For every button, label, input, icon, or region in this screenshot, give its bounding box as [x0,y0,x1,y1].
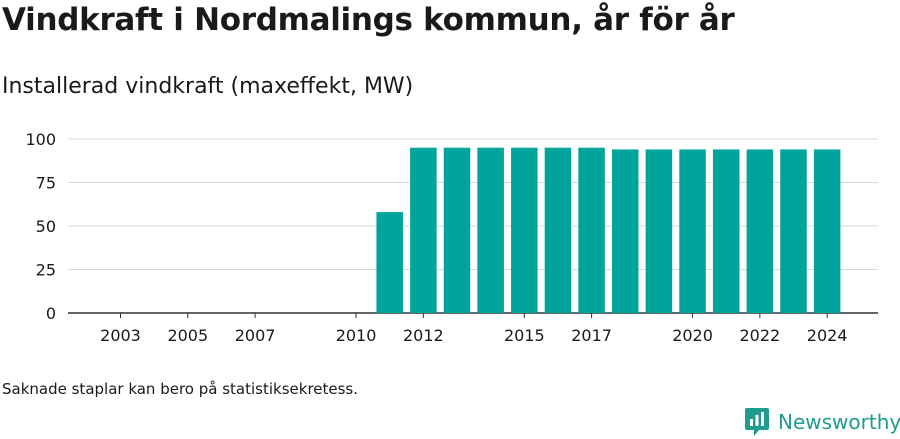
y-axis-ticks: 0 25 50 75 100 [25,130,56,323]
x-tick-label: 2017 [571,326,612,345]
bar-2018[interactable] [612,149,639,313]
bar-2022[interactable] [746,149,774,313]
x-tick-label: 2020 [672,326,713,345]
x-tick-label: 2015 [504,326,545,345]
x-tick-label: 2007 [235,326,276,345]
bar-2023[interactable] [780,149,807,313]
newsworthy-chart-bubble-icon [745,408,769,436]
x-tick-label: 2022 [739,326,780,345]
brand-name: Newsworthy [778,410,900,434]
x-tick-label: 2005 [167,326,208,345]
bar-2016[interactable] [544,147,572,313]
y-tick-label: 75 [36,174,56,193]
y-tick-label: 0 [46,304,56,323]
bar-2024[interactable] [813,149,841,313]
bar-2011[interactable] [376,212,403,313]
bar-2021[interactable] [712,149,740,313]
brand-logo[interactable]: Newsworthy [744,405,900,439]
x-tick-label: 2010 [336,326,377,345]
grid-lines [68,138,878,314]
x-tick-label: 2003 [100,326,141,345]
x-tick-label: 2024 [807,326,848,345]
bar-2012[interactable] [410,147,437,313]
bars [376,147,841,313]
chart-subtitle: Installerad vindkraft (maxeffekt, MW) [2,74,414,99]
bar-2020[interactable] [679,149,706,313]
bar-2015[interactable] [511,147,538,313]
y-tick-label: 50 [36,217,56,236]
y-tick-label: 100 [25,130,56,149]
x-tick-label: 2012 [403,326,444,345]
bar-2014[interactable] [477,147,504,313]
y-tick-label: 25 [36,261,56,280]
chart-title: Vindkraft i Nordmalings kommun, år för å… [2,2,735,38]
footnote: Saknade staplar kan bero på statistiksek… [2,380,359,398]
x-axis-ticks: 2003 2005 2007 2010 2012 2015 2017 2020 2022 2024 [100,313,848,345]
bar-2013[interactable] [443,147,471,313]
bar-2019[interactable] [645,149,673,313]
bar-2017[interactable] [578,147,605,313]
